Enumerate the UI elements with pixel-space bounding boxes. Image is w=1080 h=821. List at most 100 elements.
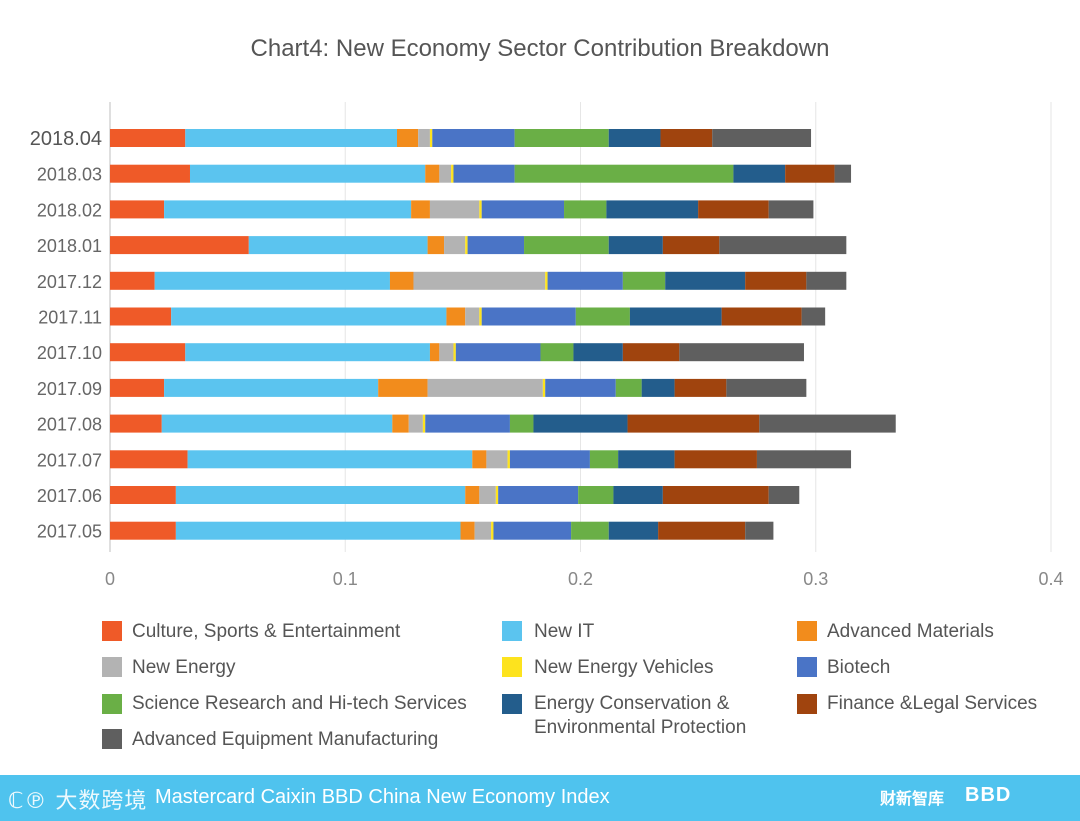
bar-segment-2018.04-7	[608, 129, 661, 147]
bar-segment-2017.12-3	[413, 271, 546, 290]
bar-segment-2018.03-3	[439, 164, 452, 183]
legend-label-energy-line1: Energy Conservation &	[534, 693, 730, 714]
bar-segment-2017.05-8	[658, 521, 746, 540]
bar-segment-2017.09-0	[110, 378, 165, 397]
bar-segment-2017.10-9	[679, 343, 804, 362]
bar-segment-2017.08-1	[161, 414, 393, 433]
bar-segment-2017.07-6	[589, 450, 619, 469]
y-tick-label: 2018.04	[30, 128, 102, 150]
x-tick-label: 0.4	[1038, 569, 1063, 589]
footer-title: Mastercard Caixin BBD China New Economy …	[155, 786, 610, 808]
bars	[110, 129, 896, 540]
bar-segment-2017.12-9	[806, 271, 847, 290]
bar-segment-2017.11-0	[110, 307, 172, 326]
legend-swatch-adv-materials	[797, 621, 817, 641]
bar-segment-2018.03-6	[514, 164, 734, 183]
bar-segment-2018.04-1	[185, 129, 397, 147]
bar-segment-2017.11-8	[721, 307, 802, 326]
bar-segment-2018.04-4	[429, 129, 433, 147]
bar-segment-2018.02-2	[411, 200, 430, 219]
bar-segment-2017.10-5	[455, 343, 541, 362]
bar-segment-2017.12-2	[389, 271, 414, 290]
legend-swatch-science	[102, 694, 122, 714]
bar-segment-2018.03-5	[453, 164, 515, 183]
bar-segment-2017.07-1	[187, 450, 473, 469]
y-tick-labels: 2018.04 2018.03 2018.02 2018.01 2017.12 2017.…	[30, 128, 102, 542]
bar-segment-2018.02-9	[768, 200, 814, 219]
bar-segment-2017.11-5	[481, 307, 576, 326]
bar-segment-2017.07-9	[756, 450, 852, 469]
x-tick-labels: 0 0.1 0.2 0.3 0.4	[105, 569, 1064, 589]
bar-segment-2018.04-9	[712, 129, 812, 147]
bar-segment-2017.05-6	[571, 521, 609, 540]
legend-swatch-new-energy	[102, 657, 122, 677]
bar-segment-2017.06-6	[578, 486, 614, 504]
bar-segment-2018.01-1	[248, 236, 428, 255]
bar-segment-2017.09-4	[542, 378, 546, 397]
bar-segment-2018.03-1	[189, 164, 426, 183]
bar-segment-2017.09-7	[641, 378, 675, 397]
y-tick-label: 2017.12	[37, 272, 102, 292]
bar-segment-2017.09-8	[674, 378, 727, 397]
bar-segment-2018.02-8	[698, 200, 769, 219]
legend-label-finance: Finance &Legal Services	[827, 693, 1037, 714]
legend-label-culture: Culture, Sports & Entertainment	[132, 621, 401, 642]
bar-segment-2017.10-8	[622, 343, 680, 362]
bar-segment-2017.08-5	[425, 414, 510, 433]
y-tick-label: 2017.06	[37, 486, 102, 506]
bar-segment-2017.08-6	[509, 414, 534, 433]
y-tick-label: 2018.02	[37, 200, 102, 220]
bar-segment-2017.08-7	[533, 414, 628, 433]
bar-segment-2018.02-1	[164, 200, 412, 219]
bar-segment-2018.03-9	[834, 164, 852, 183]
y-tick-label: 2017.11	[38, 308, 102, 328]
bar-segment-2017.10-2	[429, 343, 440, 362]
legend-swatch-finance	[797, 694, 817, 714]
x-tick-label: 0.2	[568, 569, 593, 589]
bar-segment-2017.12-4	[545, 271, 548, 290]
bar-segment-2017.09-5	[545, 378, 616, 397]
y-tick-label: 2017.08	[37, 415, 102, 435]
y-tick-label: 2018.01	[37, 236, 102, 256]
chart: Chart4: New Economy Sector Contribution …	[30, 35, 1064, 750]
bar-segment-2017.06-7	[613, 486, 663, 504]
bar-segment-2018.02-5	[481, 200, 565, 219]
bar-segment-2018.01-6	[524, 236, 609, 255]
legend-swatch-adv-equipment	[102, 729, 122, 749]
bar-segment-2018.04-2	[397, 129, 419, 147]
bar-segment-2017.10-4	[453, 343, 456, 362]
bar-segment-2018.02-7	[606, 200, 699, 219]
bar-segment-2018.04-8	[660, 129, 713, 147]
bar-segment-2017.06-0	[110, 486, 176, 504]
legend-swatch-new-it	[502, 621, 522, 641]
bar-segment-2018.02-4	[479, 200, 482, 219]
bar-segment-2017.08-0	[110, 414, 162, 433]
bar-segment-2017.05-9	[745, 521, 774, 540]
bar-segment-2017.11-7	[629, 307, 722, 326]
bar-segment-2017.11-3	[465, 307, 480, 326]
bar-segment-2017.10-6	[540, 343, 574, 362]
bar-segment-2017.07-4	[507, 450, 510, 469]
bar-segment-2017.06-2	[465, 486, 480, 504]
bar-segment-2018.04-5	[432, 129, 515, 147]
footer-bar: ℂ℗ 大数跨境 Mastercard Caixin BBD China New …	[0, 775, 1080, 821]
bar-segment-2017.08-2	[392, 414, 409, 433]
bar-segment-2017.11-9	[801, 307, 826, 326]
bar-segment-2017.12-7	[665, 271, 746, 290]
bar-segment-2017.11-6	[575, 307, 630, 326]
chart-title: Chart4: New Economy Sector Contribution …	[251, 35, 830, 62]
bar-segment-2018.02-3	[429, 200, 480, 219]
bar-segment-2017.12-1	[154, 271, 390, 290]
x-tick-label: 0	[105, 569, 115, 589]
legend-label-adv-materials: Advanced Materials	[827, 621, 994, 642]
bar-segment-2017.09-6	[615, 378, 642, 397]
bar-segment-2017.12-5	[547, 271, 623, 290]
bar-segment-2017.07-7	[618, 450, 675, 469]
legend-label-biotech: Biotech	[827, 657, 890, 678]
bar-segment-2017.10-1	[185, 343, 430, 362]
bar-segment-2018.03-4	[451, 164, 454, 183]
bar-segment-2017.10-7	[573, 343, 623, 362]
bar-segment-2017.12-0	[110, 271, 155, 290]
bar-segment-2017.08-9	[759, 414, 896, 433]
bar-segment-2017.11-1	[171, 307, 447, 326]
